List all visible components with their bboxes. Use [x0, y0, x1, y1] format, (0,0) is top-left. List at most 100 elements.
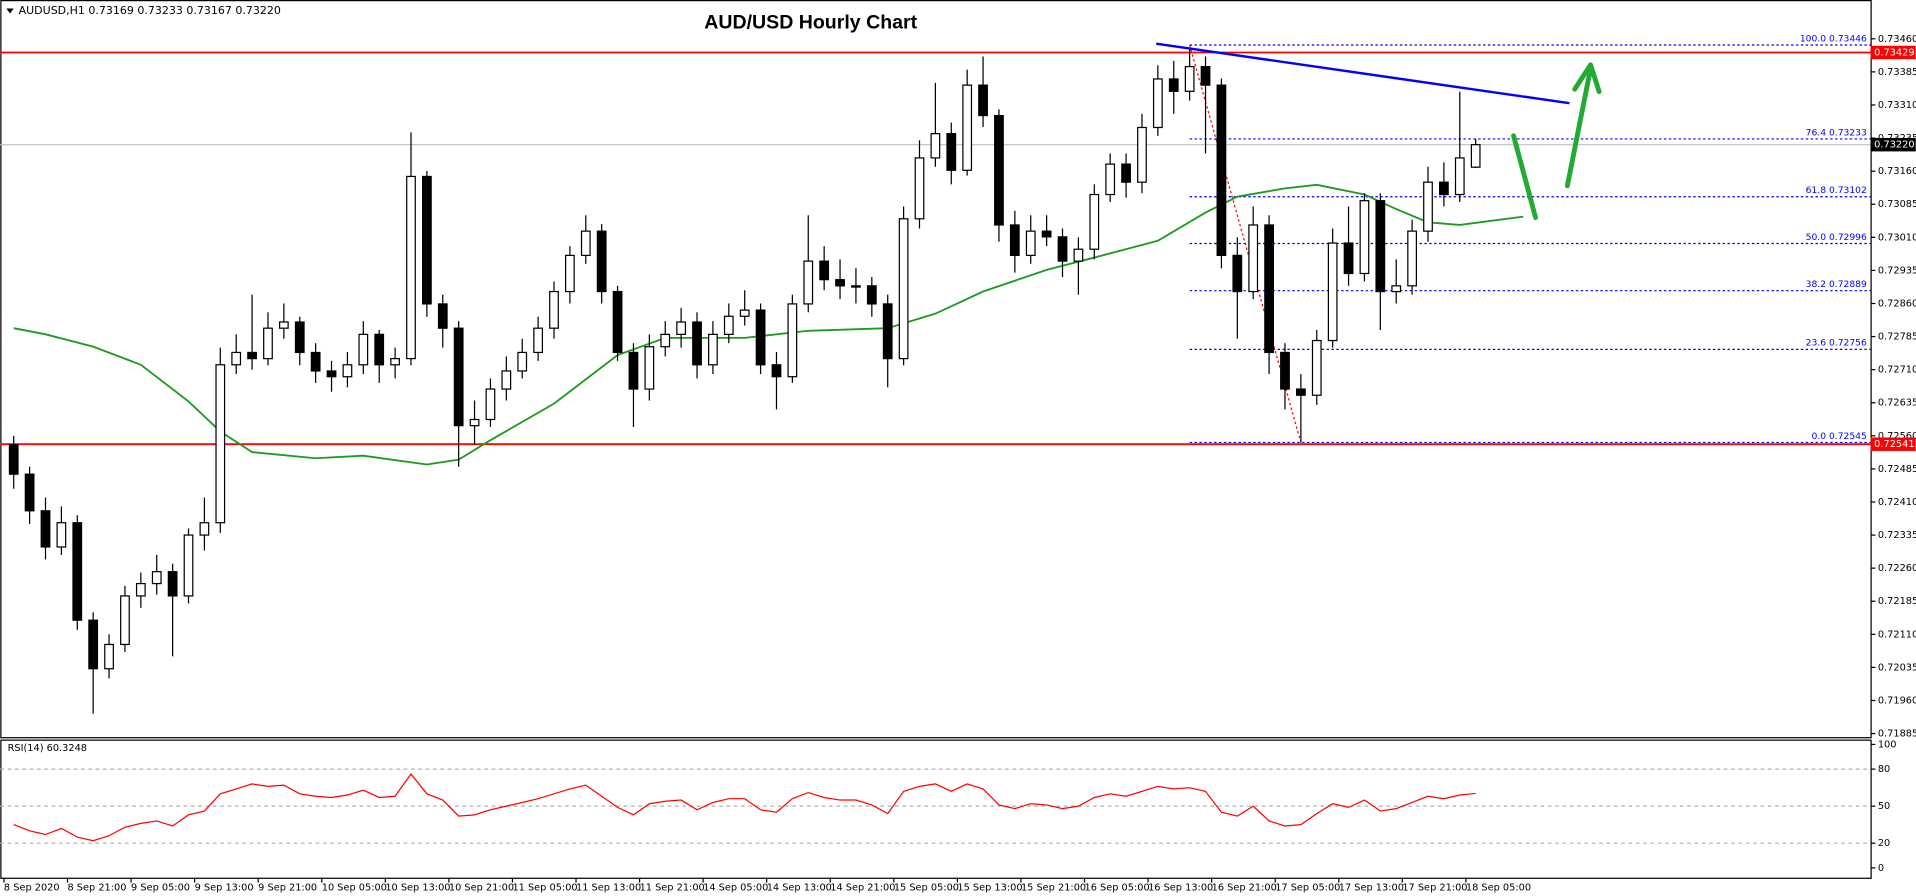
- x-tick-label: 17 Sep 13:00: [1339, 882, 1404, 893]
- candle-body: [580, 230, 591, 257]
- candle-body: [72, 522, 83, 621]
- level-price-box: [1870, 437, 1916, 451]
- candle-body: [437, 303, 448, 329]
- x-tick-label: 8 Sep 21:00: [68, 882, 127, 893]
- candle-body: [1105, 163, 1116, 196]
- y-tick-label: 0.73385: [1878, 67, 1916, 78]
- rsi-tick-label: 20: [1878, 838, 1890, 849]
- candle-body: [88, 619, 99, 670]
- candle-body: [882, 303, 893, 360]
- candle-body: [1009, 224, 1020, 257]
- candle-body: [278, 321, 289, 329]
- y-tick-label: 0.72860: [1878, 298, 1916, 309]
- candle-body: [771, 364, 782, 378]
- y-tick-label: 0.73085: [1878, 199, 1916, 210]
- trendline: [1156, 42, 1570, 105]
- candle-body: [358, 333, 369, 366]
- candle-body: [215, 364, 226, 524]
- candle-body: [56, 522, 67, 548]
- candle-body: [1375, 200, 1386, 293]
- y-tick-label: 0.73310: [1878, 100, 1916, 111]
- candle-body: [1391, 285, 1402, 293]
- y-tick-label: 0.73010: [1878, 232, 1916, 243]
- candle-body: [787, 303, 798, 378]
- candle-body: [374, 333, 385, 366]
- level-price-box: [1870, 45, 1916, 60]
- x-tick-label: 9 Sep 13:00: [195, 882, 254, 893]
- candle-body: [978, 84, 988, 117]
- y-tick-label: 0.72710: [1878, 365, 1916, 376]
- candle-body: [247, 351, 257, 360]
- x-tick-label: 9 Sep 05:00: [131, 882, 190, 893]
- candle-body: [1184, 65, 1195, 92]
- candle-body: [1057, 236, 1068, 262]
- x-tick-label: 14 Sep 05:00: [703, 882, 768, 893]
- candle-body: [1089, 193, 1100, 250]
- candle-body: [263, 327, 273, 360]
- candle-body: [24, 473, 35, 512]
- x-tick-label: 16 Sep 05:00: [1085, 882, 1150, 893]
- candle-body: [501, 370, 512, 390]
- candle-body: [1295, 388, 1306, 396]
- candle-body: [628, 351, 639, 390]
- candle-body: [453, 327, 464, 427]
- candle-body: [644, 346, 655, 390]
- candle-body: [310, 351, 321, 372]
- candle-body: [1311, 339, 1322, 396]
- y-tick-label: 0.71960: [1878, 695, 1916, 706]
- candle-body: [104, 643, 114, 670]
- candle-body: [199, 522, 210, 536]
- candle-body: [1439, 181, 1449, 196]
- candle-body: [8, 444, 19, 475]
- rsi-tick-label: 50: [1878, 801, 1890, 812]
- rsi-tick-label: 100: [1878, 739, 1897, 750]
- candle-body: [1121, 163, 1131, 183]
- candle-body: [1343, 242, 1354, 275]
- candle-body: [1041, 230, 1052, 238]
- candle-body: [120, 595, 130, 646]
- fib-level-label: 38.2 0.72889: [1806, 279, 1867, 290]
- candle-body: [914, 157, 925, 220]
- overlay-layer: 100.0 0.73446 76.4 0.73233 61.8 0.73102 50.…: [1156, 33, 1867, 442]
- candle-body: [390, 358, 400, 366]
- y-tick-label: 0.72335: [1878, 530, 1916, 541]
- rsi-tick-label: 0: [1878, 863, 1884, 874]
- candle-body: [1216, 84, 1227, 257]
- candle-body: [962, 84, 973, 171]
- candle-body: [803, 260, 814, 305]
- candle-body: [660, 333, 671, 348]
- candle-body: [930, 133, 941, 159]
- candle-body: [421, 175, 432, 305]
- candle-body: [406, 175, 416, 360]
- grid-layer: [0, 44, 1871, 844]
- candle-body: [135, 582, 146, 597]
- x-tick-label: 16 Sep 21:00: [1212, 882, 1277, 893]
- candle-body: [851, 285, 861, 288]
- chart-title: AUD/USD Hourly Chart: [704, 11, 917, 33]
- candle-body: [1248, 224, 1259, 293]
- candle-body: [1264, 224, 1274, 354]
- y-tick-label: 0.71885: [1878, 729, 1916, 740]
- x-tick-label: 10 Sep 05:00: [322, 882, 387, 893]
- candle-body: [1454, 157, 1465, 196]
- candle-body: [898, 218, 909, 360]
- x-tick-label: 16 Sep 13:00: [1148, 882, 1213, 893]
- candle-body: [167, 571, 178, 597]
- level-price-label: 0.72541: [1874, 439, 1914, 450]
- axis-layer: 0.734600.733850.733100.732350.731600.730…: [3, 34, 1916, 893]
- x-tick-label: 17 Sep 21:00: [1402, 882, 1467, 893]
- candle-body: [1280, 351, 1290, 390]
- x-tick-label: 10 Sep 21:00: [449, 882, 514, 893]
- x-tick-label: 11 Sep 13:00: [576, 882, 641, 893]
- candle-body: [294, 321, 305, 354]
- candle-body: [1232, 254, 1243, 293]
- candle-body: [1423, 181, 1433, 232]
- candle-body: [946, 133, 957, 171]
- x-tick-label: 11 Sep 21:00: [640, 882, 705, 893]
- candle-body: [723, 315, 734, 335]
- candle-body: [485, 388, 496, 421]
- candle-body: [739, 309, 750, 317]
- rsi-panel-frame: [0, 739, 1872, 879]
